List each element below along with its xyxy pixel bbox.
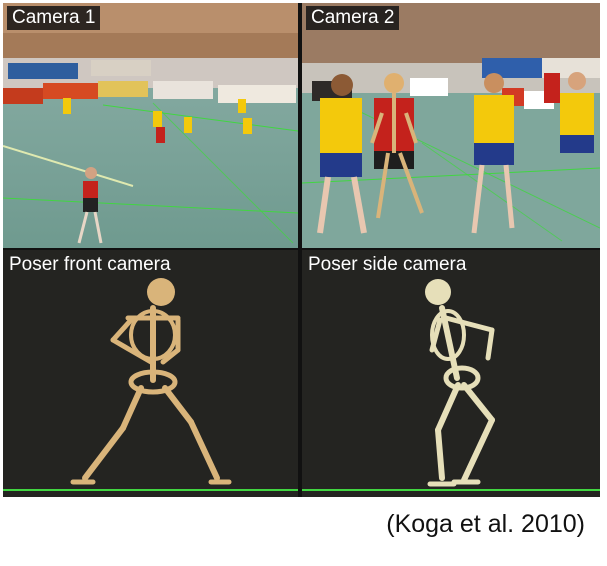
figure-grid: Camera 1: [3, 3, 600, 497]
camera-1-panel: Camera 1: [3, 3, 298, 248]
poser-front-panel: Poser front camera: [3, 250, 298, 497]
front-skeleton-figure: [3, 278, 298, 491]
camera-2-label: Camera 2: [306, 6, 400, 30]
camera-2-panel: Camera 2: [302, 3, 600, 248]
poser-side-label: Poser side camera: [308, 254, 467, 275]
side-skeleton-figure: [302, 279, 600, 491]
poser-front-label: Poser front camera: [9, 254, 171, 275]
poser-side-panel: Poser side camera: [302, 250, 600, 497]
camera-1-photo: [3, 3, 298, 248]
camera-1-label: Camera 1: [7, 6, 101, 30]
camera-2-photo: [302, 3, 600, 248]
citation-text: (Koga et al. 2010): [386, 510, 585, 538]
